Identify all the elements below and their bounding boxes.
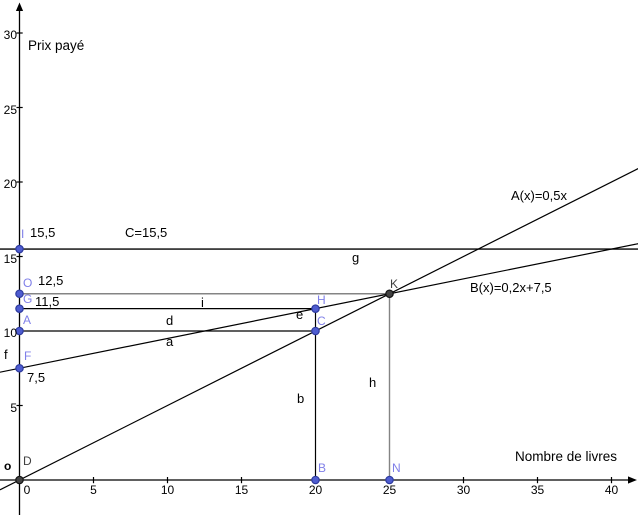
point-D[interactable] (15, 475, 24, 485)
point-A[interactable] (15, 326, 24, 336)
point-N[interactable] (385, 475, 394, 485)
point-H[interactable] (311, 304, 320, 313)
x-axis-arrow-icon (628, 476, 637, 484)
point-B[interactable] (311, 475, 320, 485)
point-F[interactable] (15, 363, 24, 373)
point-C[interactable] (311, 326, 320, 336)
point-K[interactable] (385, 289, 394, 299)
point-I[interactable] (15, 244, 24, 254)
y-axis-arrow-icon (15, 2, 24, 11)
point-O[interactable] (15, 289, 24, 299)
point-G[interactable] (15, 304, 24, 313)
